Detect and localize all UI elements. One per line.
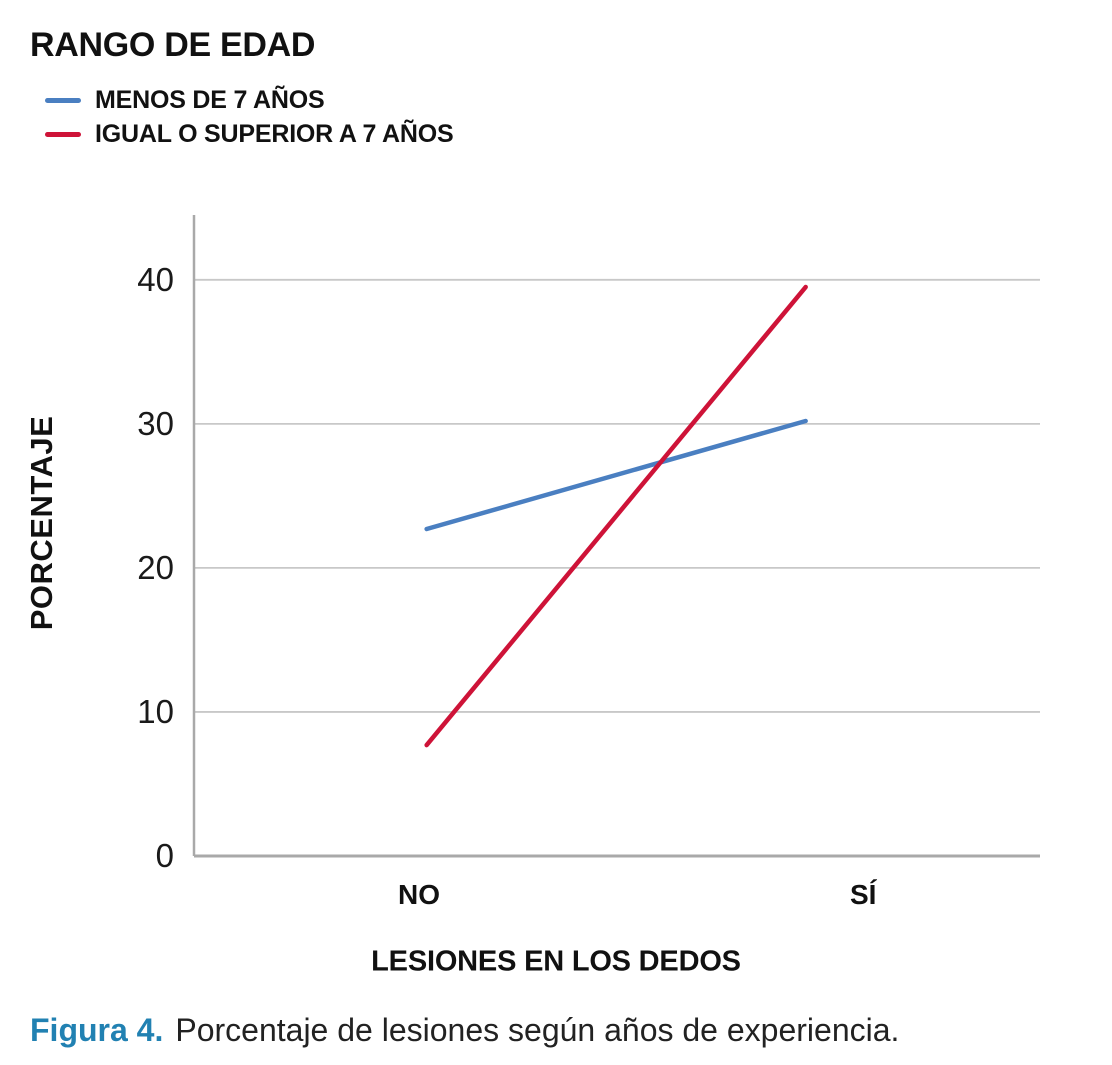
x-category-label-si: SÍ: [849, 879, 877, 910]
figure-caption: Figura 4. Porcentaje de lesiones según añ…: [30, 1010, 899, 1050]
y-tick-label: 20: [137, 548, 174, 586]
y-tick-label: 10: [137, 692, 174, 730]
y-tick-label: 40: [137, 260, 174, 298]
x-axis-title: LESIONES EN LOS DEDOS: [371, 945, 741, 978]
legend-title: RANGO DE EDAD: [30, 26, 316, 64]
y-tick-label: 0: [155, 837, 174, 874]
series-line-1: [424, 284, 808, 748]
legend-line-swatch-blue-icon: [45, 97, 81, 103]
legend-items: MENOS DE 7 AÑOS IGUAL O SUPERIOR A 7 AÑO…: [30, 85, 454, 149]
legend-item-label: IGUAL O SUPERIOR A 7 AÑOS: [95, 119, 454, 148]
legend: RANGO DE EDAD MENOS DE 7 AÑOS IGUAL O SU…: [30, 26, 454, 149]
y-tick-label: 30: [137, 404, 174, 442]
figure-caption-text: Porcentaje de lesiones según años de exp…: [175, 1012, 900, 1048]
legend-line-swatch-red-icon: [45, 131, 81, 137]
legend-item-igual-o-superior: IGUAL O SUPERIOR A 7 AÑOS: [30, 119, 454, 149]
legend-item-label: MENOS DE 7 AÑOS: [95, 85, 325, 114]
x-category-label-no: NO: [398, 879, 441, 910]
figure-caption-number: Figura 4.: [30, 1012, 164, 1048]
legend-item-menos-de-7: MENOS DE 7 AÑOS: [30, 85, 453, 115]
series-line-0: [424, 418, 808, 532]
